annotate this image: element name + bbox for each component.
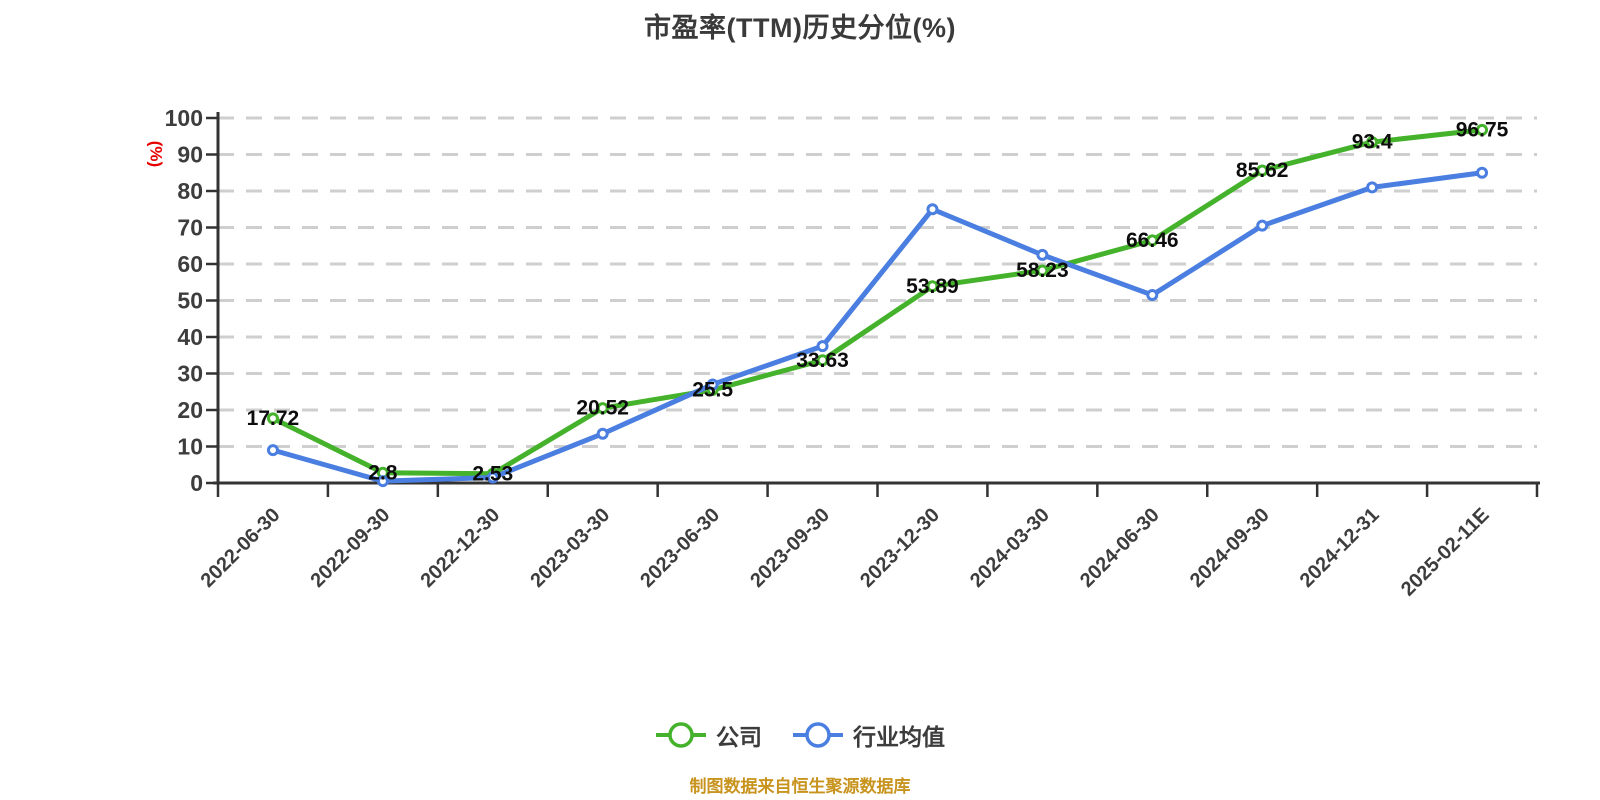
legend-label-industry-average: 行业均值	[853, 724, 945, 750]
legend-item-industry-average[interactable]: 行业均值	[792, 718, 945, 752]
industry-average-series-marker-icon	[793, 722, 843, 748]
company-data-point[interactable]	[816, 354, 829, 367]
legend-label-company: 公司	[716, 724, 762, 750]
industry-average-data-point[interactable]	[266, 444, 279, 457]
x-tick-label: 2022-09-30	[307, 504, 395, 592]
data-point-value-label: 33.63	[796, 349, 849, 372]
data-labels: 17.72 2.8 2.53 20.52 25.5 33.63 53.89 58.23 66.4…	[247, 118, 1509, 485]
industry-average-data-point[interactable]	[1036, 248, 1049, 261]
data-point-value-label: 53.89	[906, 275, 959, 298]
y-tick-label: 0	[190, 470, 203, 496]
data-point-value-label: 85.62	[1236, 159, 1289, 182]
company-data-point[interactable]	[266, 412, 279, 425]
y-tick-label: 60	[177, 251, 203, 277]
company-data-point[interactable]	[926, 280, 939, 293]
industry-average-line	[270, 170, 1485, 484]
plot-area: 0 10 20 30 40 50 60 70 80 90 100 2022-06-30 2022-09-…	[147, 105, 1540, 601]
series-lines	[266, 123, 1489, 488]
x-tick-label: 2023-03-30	[526, 504, 614, 592]
company-data-point[interactable]	[1256, 164, 1269, 177]
y-axis-unit-label: (%)	[147, 141, 166, 167]
data-point-value-label: 17.72	[247, 407, 300, 430]
company-data-point[interactable]	[1366, 136, 1379, 149]
data-point-value-label: 66.46	[1126, 229, 1179, 252]
y-tick-label: 80	[177, 178, 203, 204]
chart-title: 市盈率(TTM)历史分位(%)	[644, 13, 956, 43]
industry-average-data-point[interactable]	[706, 378, 719, 391]
y-tick-label: 100	[165, 105, 203, 131]
x-tick-label: 2024-03-30	[966, 504, 1054, 592]
industry-average-data-point[interactable]	[1256, 219, 1269, 232]
y-tick-label: 50	[177, 288, 203, 314]
x-tick-label: 2024-06-30	[1076, 504, 1164, 592]
y-tick-label: 20	[177, 397, 203, 423]
industry-average-data-point[interactable]	[1146, 289, 1159, 302]
company-data-point[interactable]	[1476, 123, 1489, 136]
data-point-value-label: 58.23	[1016, 259, 1069, 282]
data-point-value-label: 20.52	[576, 397, 629, 420]
x-tick-label: 2022-12-30	[416, 504, 504, 592]
x-tick-label: 2023-06-30	[636, 504, 724, 592]
x-tick-label: 2024-09-30	[1186, 504, 1274, 592]
company-series-marker-icon	[656, 722, 706, 748]
industry-average-data-point[interactable]	[1476, 166, 1489, 179]
company-line	[270, 127, 1485, 477]
legend-item-company[interactable]: 公司	[655, 718, 762, 752]
data-point-value-label: 96.75	[1456, 118, 1509, 141]
gridlines	[218, 116, 1537, 448]
company-data-point[interactable]	[1146, 234, 1159, 247]
legend: 公司 行业均值	[0, 718, 1600, 752]
y-tick-label: 10	[177, 434, 203, 460]
y-tick-label: 70	[177, 215, 203, 241]
industry-average-data-point[interactable]	[376, 475, 389, 488]
company-data-point[interactable]	[1036, 264, 1049, 277]
industry-average-data-point[interactable]	[816, 340, 829, 353]
data-point-value-label: 25.5	[692, 378, 733, 401]
industry-average-data-point[interactable]	[926, 203, 939, 216]
industry-average-data-point[interactable]	[486, 471, 499, 484]
x-tick-label: 2023-09-30	[746, 504, 834, 592]
y-tick-label: 90	[177, 142, 203, 168]
axes: 0 10 20 30 40 50 60 70 80 90 100 2022-06-30 2022-09-…	[165, 105, 1540, 601]
y-tick-label: 30	[177, 361, 203, 387]
x-tick-label: 2024-12-31	[1296, 504, 1384, 592]
industry-average-data-point[interactable]	[1366, 181, 1379, 194]
data-point-value-label: 2.8	[368, 461, 398, 484]
y-tick-label: 40	[177, 324, 203, 350]
x-tick-label: 2025-02-11E	[1397, 504, 1494, 601]
data-source-note: 制图数据来自恒生聚源数据库	[689, 777, 911, 796]
industry-average-data-point[interactable]	[596, 427, 609, 440]
x-tick-label: 2022-06-30	[197, 504, 285, 592]
company-data-point[interactable]	[596, 402, 609, 415]
x-tick-label: 2023-12-30	[856, 504, 944, 592]
data-point-value-label: 2.53	[472, 462, 513, 485]
data-point-value-label: 93.4	[1352, 131, 1393, 154]
